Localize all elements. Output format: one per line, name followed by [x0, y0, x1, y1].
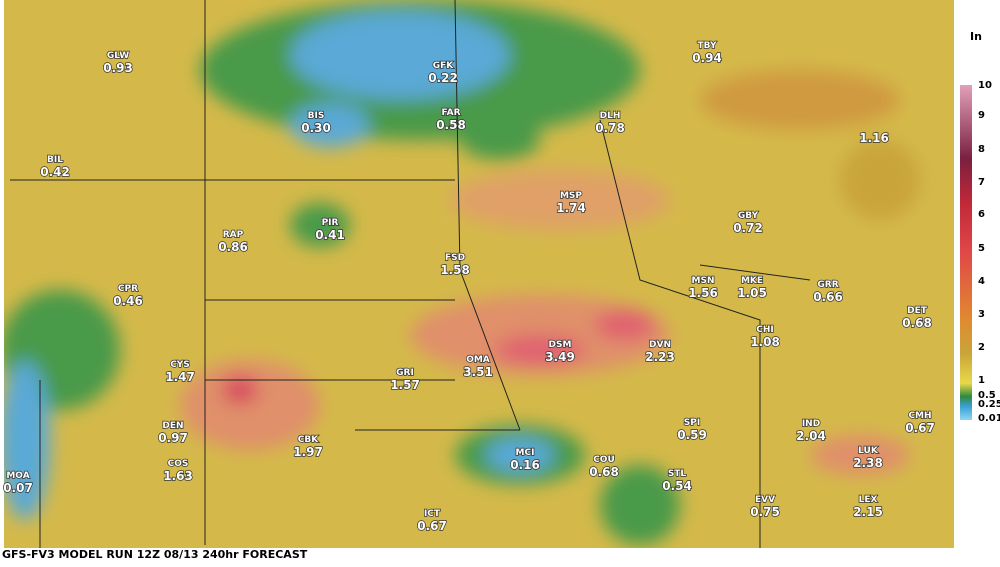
- station-code: CMH: [908, 411, 931, 421]
- station-code: STL: [668, 469, 687, 479]
- station-value: 0.68: [589, 465, 619, 479]
- legend-unit: In: [970, 30, 982, 43]
- station-value: 2.23: [645, 350, 675, 364]
- station-value: 0.59: [677, 428, 707, 442]
- station-code: DET: [907, 306, 928, 316]
- station-code: GBY: [738, 211, 759, 221]
- station-value: 0.66: [813, 290, 843, 304]
- station-code: CYS: [170, 360, 190, 370]
- station-value: 2.15: [853, 505, 883, 519]
- station-code: ICT: [424, 509, 441, 519]
- station-code: GRI: [396, 368, 414, 378]
- station-value: 1.47: [165, 370, 195, 384]
- station-code: CBK: [298, 435, 319, 445]
- footer: GFS-FV3 MODEL RUN 12Z 08/13 240hr FORECA…: [2, 548, 308, 561]
- station-value: 0.78: [595, 121, 625, 135]
- station-value: 1.05: [737, 286, 767, 300]
- station-value: 0.86: [218, 240, 248, 254]
- station-value: 2.38: [853, 456, 883, 470]
- station-code: TBY: [697, 41, 717, 51]
- station-code: MSN: [692, 276, 715, 286]
- station-value: 0.42: [40, 165, 70, 179]
- legend-label: 8: [978, 144, 985, 155]
- station-code: DSM: [549, 340, 572, 350]
- station-code: LEX: [859, 495, 878, 505]
- borders: [10, 0, 811, 548]
- station-value: 0.67: [905, 421, 935, 435]
- station-code: MSP: [560, 191, 582, 201]
- station-code: MOA: [6, 471, 29, 481]
- station-code: IND: [802, 419, 820, 429]
- station-code: GLW: [107, 51, 129, 61]
- station-value: 1.16: [859, 131, 889, 145]
- station-code: RAP: [223, 230, 244, 240]
- legend-label: 0.5: [978, 390, 996, 401]
- station-code: PIR: [322, 218, 339, 228]
- station-value: 1.08: [750, 335, 780, 349]
- legend-label: 7: [978, 177, 985, 188]
- station-value: 0.68: [902, 316, 932, 330]
- legend-label: 6: [978, 209, 985, 220]
- legend-label: 0.01: [978, 413, 1000, 424]
- legend-label: 3: [978, 309, 985, 320]
- station-value: 0.41: [315, 228, 345, 242]
- station-code: GRR: [817, 280, 838, 290]
- station-code: FAR: [441, 108, 460, 118]
- legend-label: 9: [978, 110, 985, 121]
- station-code: FSD: [445, 253, 465, 263]
- station-value: 0.54: [662, 479, 692, 493]
- station-value: 1.56: [688, 286, 718, 300]
- legend-label: 2: [978, 342, 985, 353]
- station-code: BIL: [47, 155, 63, 165]
- station-code: BIS: [308, 111, 325, 121]
- station-value: 2.04: [796, 429, 826, 443]
- legend-label: 1: [978, 375, 985, 386]
- station-value: 0.94: [692, 51, 722, 65]
- station-code: OMA: [466, 355, 490, 365]
- station-value: 0.93: [103, 61, 133, 75]
- station-value: 0.07: [3, 481, 33, 495]
- legend-label: 4: [978, 276, 985, 287]
- station-code: SPI: [684, 418, 700, 428]
- station-value: 0.58: [436, 118, 466, 132]
- station-value: 1.58: [440, 263, 470, 277]
- station-value: 3.49: [545, 350, 575, 364]
- station-value: 1.63: [163, 469, 193, 483]
- station-value: 1.74: [556, 201, 586, 215]
- station-value: 1.57: [390, 378, 420, 392]
- station-code: CPR: [118, 284, 138, 294]
- station-value: 1.97: [293, 445, 323, 459]
- station-code: DVN: [649, 340, 671, 350]
- station-code: DLH: [600, 111, 621, 121]
- station-code: LUK: [858, 446, 879, 456]
- station-code: MCI: [516, 448, 535, 458]
- station-value: 0.46: [113, 294, 143, 308]
- station-value: 0.72: [733, 221, 763, 235]
- station-value: 3.51: [463, 365, 493, 379]
- station-code: EVV: [755, 495, 775, 505]
- legend-bar: [960, 85, 972, 420]
- station-value: 0.67: [417, 519, 447, 533]
- station-value: 0.97: [158, 431, 188, 445]
- station-value: 0.16: [510, 458, 540, 472]
- station-code: DEN: [162, 421, 183, 431]
- station-code: GFK: [433, 61, 455, 71]
- station-value: 0.30: [301, 121, 331, 135]
- legend-label: 10: [978, 80, 992, 91]
- station-value: 0.22: [428, 71, 458, 85]
- station-code: COS: [168, 459, 189, 469]
- map-area: [4, 0, 954, 548]
- legend-label: 5: [978, 243, 985, 254]
- station-code: COU: [593, 455, 615, 465]
- station-value: 0.75: [750, 505, 780, 519]
- station-code: CHI: [756, 325, 774, 335]
- legend-label: 0.25: [978, 399, 1000, 410]
- station-code: MKE: [741, 276, 763, 286]
